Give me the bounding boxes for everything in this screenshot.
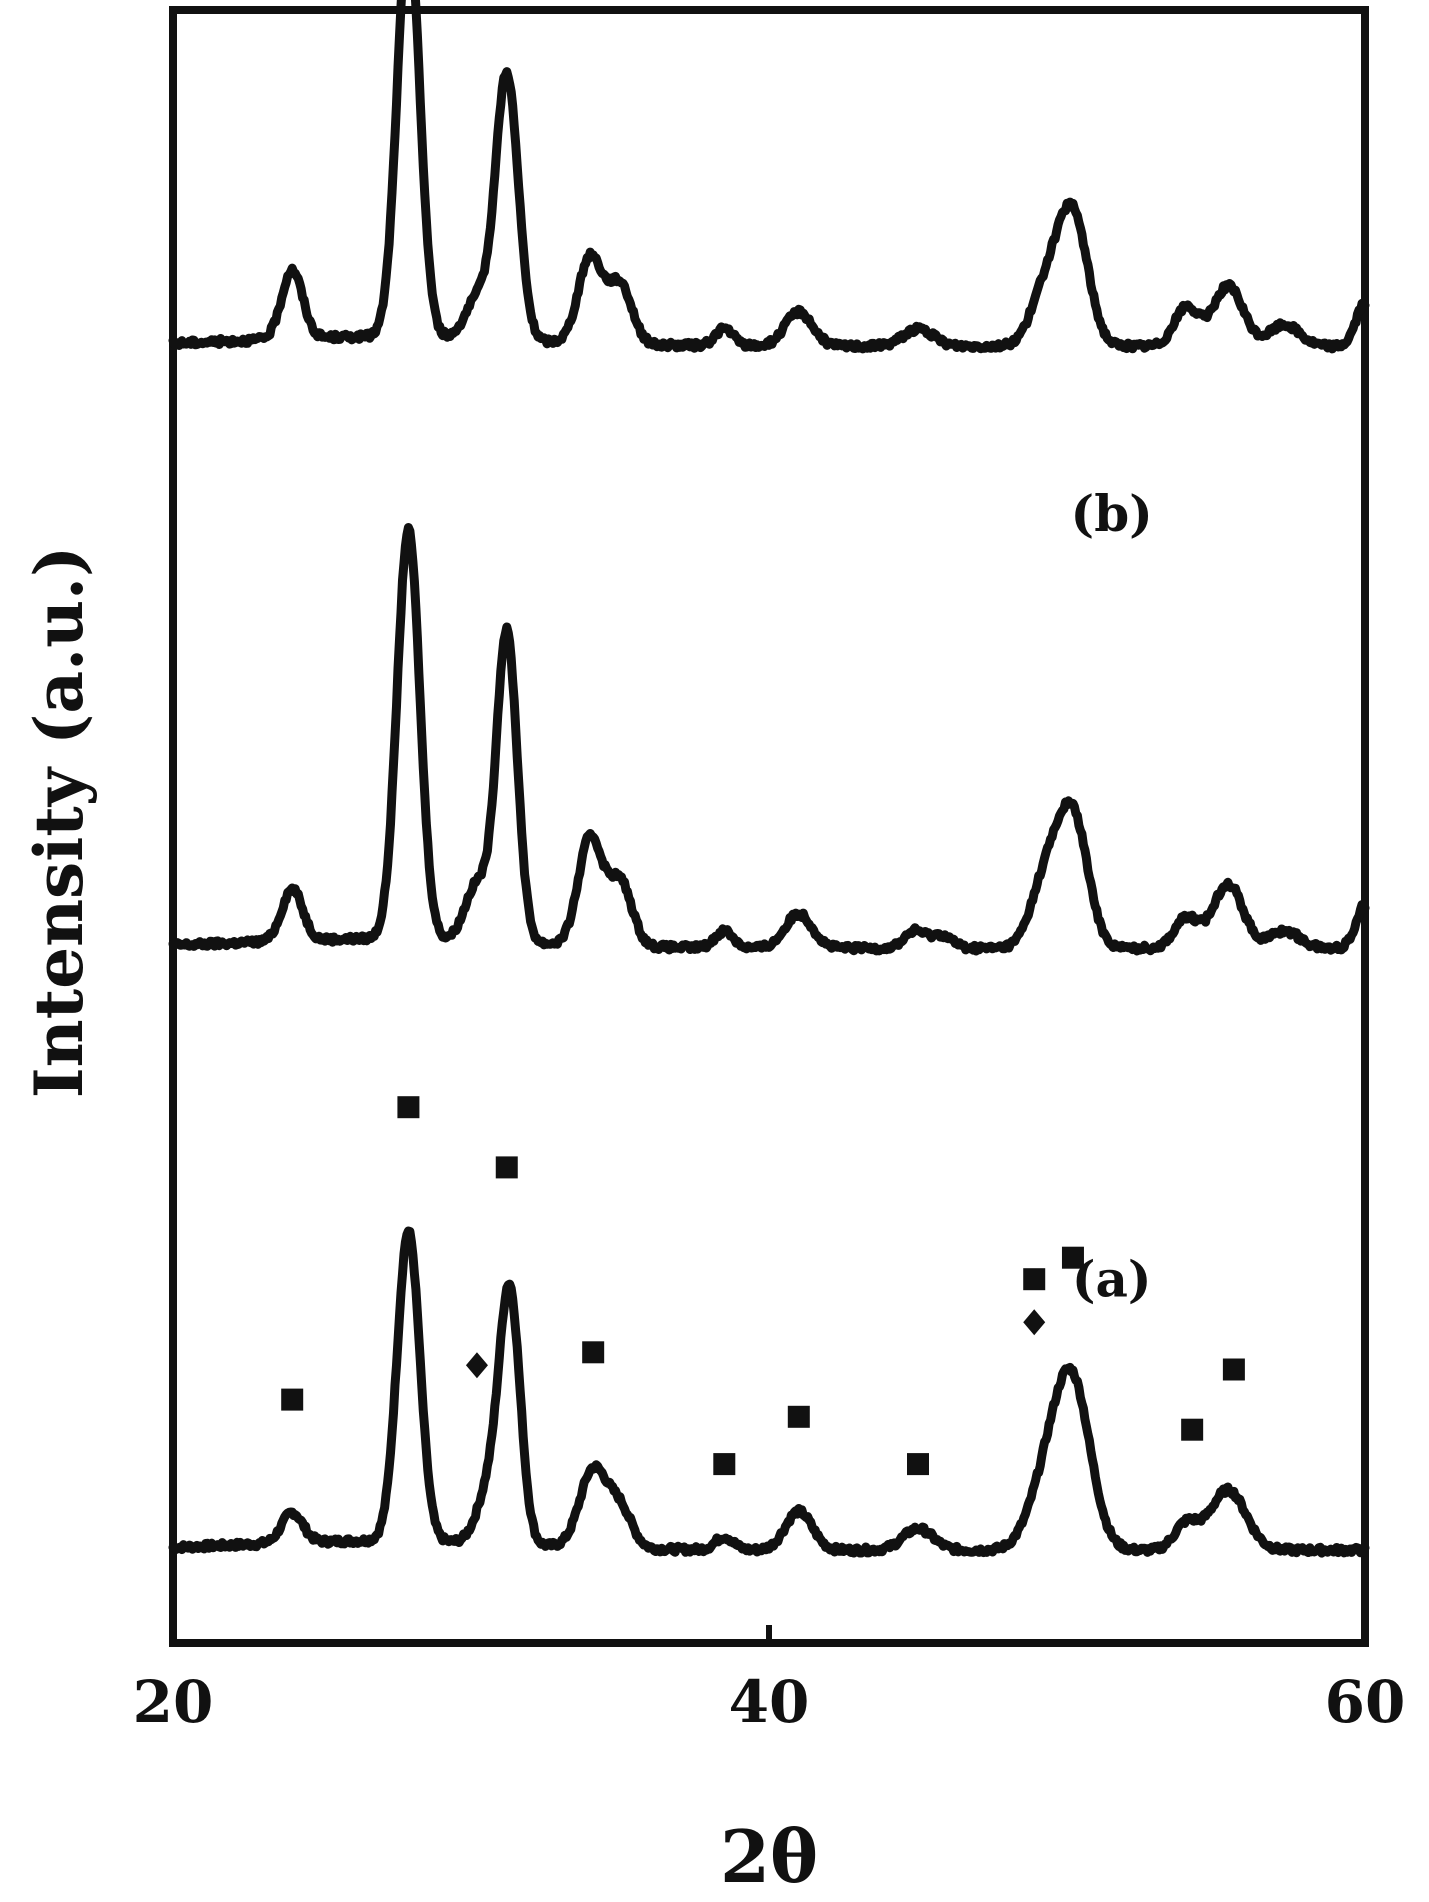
square-marker-11 [1181, 1418, 1204, 1441]
x-ticks: 20 40 60 [133, 1625, 1406, 1736]
xrd-curves [168, 0, 1370, 1558]
square-marker-7 [907, 1453, 929, 1476]
series-line-2 [168, 0, 1370, 354]
x-axis-title: 2θ [720, 1814, 818, 1899]
series-line-0 [168, 1226, 1370, 1558]
square-marker-12 [1222, 1358, 1245, 1381]
series-line-1 [168, 523, 1370, 956]
square-marker-0 [281, 1388, 304, 1411]
diamond-marker-9 [1023, 1309, 1046, 1336]
series-label-1: (b) [1071, 484, 1153, 543]
square-marker-8 [1023, 1268, 1046, 1291]
y-axis-title: Intensity (a.u.) [20, 546, 98, 1099]
square-marker-1 [397, 1096, 420, 1119]
diamond-marker-2 [465, 1352, 488, 1379]
x-tick-label-1: 40 [729, 1668, 810, 1736]
x-tick-label-0: 20 [133, 1668, 214, 1736]
plot-frame [169, 6, 1369, 1647]
x-tick-label-2: 60 [1325, 1668, 1406, 1736]
square-marker-5 [713, 1453, 736, 1476]
square-marker-10 [1061, 1246, 1084, 1269]
phase-markers [281, 1096, 1245, 1476]
square-marker-6 [787, 1405, 810, 1428]
series-label-0: (a) [1072, 1249, 1152, 1308]
square-marker-4 [582, 1341, 605, 1364]
curve-labels: (a)(b)(c) [1071, 484, 1153, 1308]
square-marker-3 [495, 1156, 518, 1179]
